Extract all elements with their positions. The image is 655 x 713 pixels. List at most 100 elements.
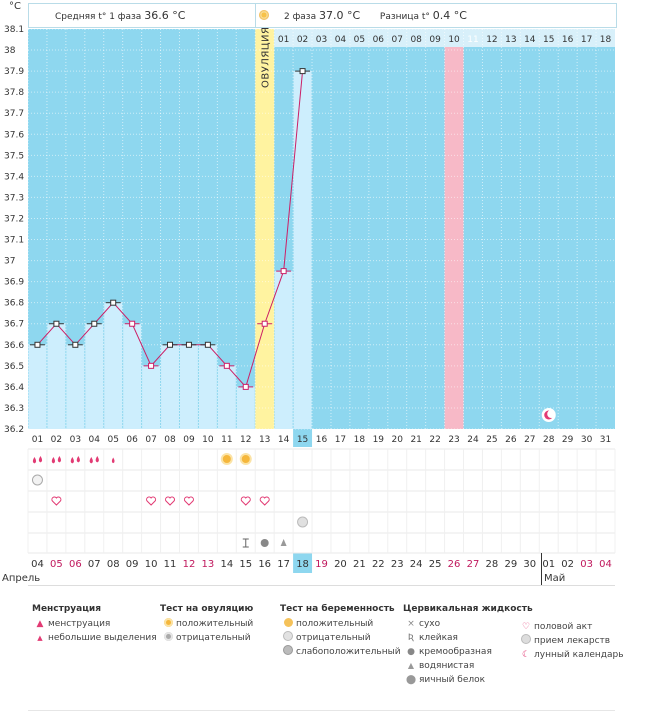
- temperature-bar: [179, 344, 198, 429]
- ovulation-positive-icon: [163, 618, 173, 627]
- phase2-day-label: 16: [562, 35, 574, 45]
- phase2-day-label: 06: [373, 35, 385, 45]
- calendar-date-label: 26: [448, 559, 461, 570]
- calendar-date-label: 07: [88, 559, 101, 570]
- calendar-date-label: 02: [561, 559, 574, 570]
- y-tick-label: 37.2: [4, 214, 24, 224]
- calendar-date-label: 09: [126, 559, 139, 570]
- menstruation-marker: [76, 456, 80, 463]
- cycle-day-label: 06: [126, 435, 138, 445]
- small-discharge-icon: ▲: [37, 634, 43, 642]
- month-divider: [541, 553, 542, 585]
- phase1-label: Средняя t° 1 фаза: [55, 12, 142, 22]
- chart-bottom-rule: [28, 585, 615, 586]
- phase2-day-label: 11: [467, 35, 478, 45]
- phase2-day-label: 09: [429, 35, 441, 45]
- cycle-day-label: 29: [562, 435, 574, 445]
- cycle-day-label: 27: [524, 435, 535, 445]
- temperature-point: [148, 362, 155, 369]
- temperature-point: [34, 341, 41, 348]
- calendar-date-label: 08: [107, 559, 120, 570]
- temperature-bar: [28, 344, 47, 429]
- temperature-point: [280, 268, 287, 275]
- calendar-date-label: 18: [296, 559, 309, 570]
- sticky-marker: [242, 538, 249, 548]
- y-tick-label: 36.8: [4, 299, 24, 309]
- calendar-date-label: 20: [334, 559, 347, 570]
- cycle-day-label: 28: [543, 435, 555, 445]
- bbt-chart: 36.2 36.3 36.4 36.5 36.6 36.7 36.8 36.9 37 37.1 37…: [4, 25, 616, 573]
- pregnancy-test-negative-marker: [31, 474, 43, 486]
- legend-item: слабоположительный: [296, 647, 401, 657]
- cycle-day-label: 30: [581, 435, 593, 445]
- phase2-day-label: 12: [486, 35, 497, 45]
- menstruation-marker: [38, 456, 43, 463]
- y-tick-label: 37.3: [4, 193, 24, 203]
- temperature-bar: [123, 323, 142, 429]
- eggwhite-icon: ⬤: [405, 675, 417, 685]
- y-tick-label: 38: [4, 46, 16, 56]
- ovulation-test-positive-marker: [220, 453, 233, 465]
- cycle-day-label: 25: [486, 435, 497, 445]
- temperature-point: [299, 68, 306, 75]
- footer-rule: [28, 710, 615, 711]
- selected-date-bg: [293, 553, 313, 573]
- intercourse-marker: [165, 496, 175, 506]
- legend-item: клейкая: [419, 633, 458, 643]
- y-tick-label: 38.1: [4, 25, 24, 35]
- menstruation-marker: [57, 456, 62, 463]
- month-april: Апрель: [2, 573, 41, 584]
- calendar-date-label: 04: [599, 559, 612, 570]
- legend-menstruation: Менструация ▲ менструация ▲ небольшие выде…: [32, 604, 157, 645]
- phase2-day-label: 17: [581, 35, 592, 45]
- y-tick-label: 37.5: [4, 151, 24, 161]
- phase2-day-label: 01: [278, 35, 289, 45]
- phase2-day-label: 08: [410, 35, 422, 45]
- calendar-date-label: 05: [50, 559, 63, 570]
- calendar-date-label: 16: [258, 559, 271, 570]
- calendar-date-label: 22: [372, 559, 385, 570]
- cycle-day-label: 02: [51, 435, 62, 445]
- legend-item: яичный белок: [419, 675, 486, 685]
- ovulation-band: [255, 29, 275, 429]
- temperature-point: [185, 341, 192, 348]
- legend-item: отрицательный: [296, 633, 371, 643]
- temperature-bar: [66, 344, 85, 429]
- sticky-icon: Ʀ: [407, 633, 415, 643]
- calendar-date-label: 14: [220, 559, 233, 570]
- temperature-point: [53, 320, 60, 327]
- menstruation-marker: [70, 457, 74, 464]
- calendar-date-label: 27: [467, 559, 480, 570]
- intercourse-marker: [51, 496, 62, 506]
- cycle-day-label: 16: [316, 435, 328, 445]
- phase2-day-label: 03: [316, 35, 327, 45]
- small-discharge-marker: [111, 457, 115, 464]
- legend-item: сухо: [419, 619, 441, 629]
- diff-value: 0.4 °C: [432, 9, 467, 22]
- cycle-day-label: 07: [145, 435, 156, 445]
- phase1-average: Средняя t° 1 фаза 36.6 °C: [55, 9, 185, 22]
- calendar-date-label: 21: [353, 559, 366, 570]
- y-tick-label: 37: [4, 257, 15, 267]
- legend-title: Тест на беременность: [280, 604, 395, 614]
- y-tick-label: 37.9: [4, 67, 24, 77]
- legend-pregnancy-test: Тест на беременность положительный отриц…: [280, 604, 401, 659]
- y-tick-label: 36.2: [4, 425, 24, 435]
- legend-title: Цервикальная жидкость: [403, 604, 533, 614]
- cycle-day-label: 21: [410, 435, 421, 445]
- cycle-day-label: 19: [373, 435, 385, 445]
- y-tick-label: 36.6: [4, 341, 24, 351]
- cycle-day-label: 22: [429, 435, 440, 445]
- intercourse-marker: [240, 496, 251, 506]
- temperature-point: [72, 341, 79, 348]
- temperature-point: [261, 320, 268, 327]
- temperature-bar: [274, 271, 293, 429]
- temperature-point: [91, 320, 98, 327]
- pregnancy-negative-icon: [283, 631, 293, 641]
- phase2-day-label: 10: [448, 35, 460, 45]
- menstruation-marker: [89, 457, 93, 464]
- pregnancy-weak-icon: [283, 645, 293, 655]
- cycle-day-label: 14: [278, 435, 290, 445]
- cycle-day-label: 26: [505, 435, 517, 445]
